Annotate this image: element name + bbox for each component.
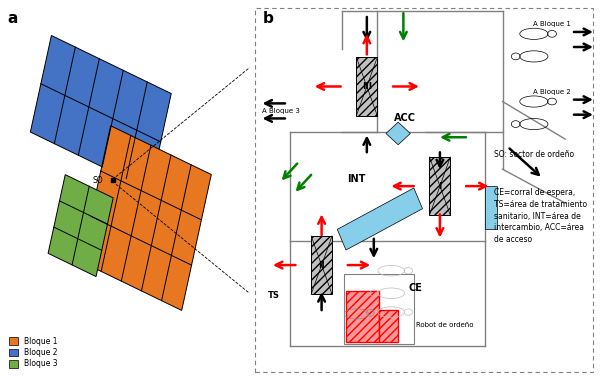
Text: INT: INT: [347, 174, 365, 183]
Bar: [430, 157, 451, 215]
Bar: [356, 57, 377, 116]
Text: TS: TS: [268, 291, 280, 300]
Bar: [379, 310, 398, 342]
Text: A Bloque 2: A Bloque 2: [533, 89, 571, 95]
Legend: Bloque 1, Bloque 2, Bloque 3: Bloque 1, Bloque 2, Bloque 3: [9, 337, 58, 368]
Text: CE: CE: [409, 283, 422, 293]
Text: Robot de ordeño: Robot de ordeño: [416, 322, 473, 328]
Text: SO: sector de ordeño: SO: sector de ordeño: [494, 150, 574, 159]
Text: CE=corral de espera,
TS=área de tratamiento
sanitario, INT=área de
intercambio, : CE=corral de espera, TS=área de tratamie…: [494, 188, 587, 244]
Text: a: a: [8, 11, 18, 26]
Bar: [311, 236, 332, 294]
Polygon shape: [386, 122, 410, 145]
Polygon shape: [337, 188, 422, 250]
Text: A Bloque 3: A Bloque 3: [262, 108, 301, 114]
Bar: [344, 274, 414, 344]
Text: ACC: ACC: [394, 114, 416, 123]
Text: I: I: [438, 182, 442, 191]
Text: II: II: [318, 261, 325, 270]
Text: A Bloque 1: A Bloque 1: [533, 21, 571, 27]
Bar: [485, 186, 497, 229]
Bar: [346, 291, 379, 342]
Text: SO: SO: [92, 176, 103, 185]
Polygon shape: [31, 35, 171, 190]
Text: III: III: [362, 82, 372, 91]
Polygon shape: [48, 174, 113, 277]
Polygon shape: [81, 126, 211, 311]
Text: b: b: [262, 11, 274, 26]
